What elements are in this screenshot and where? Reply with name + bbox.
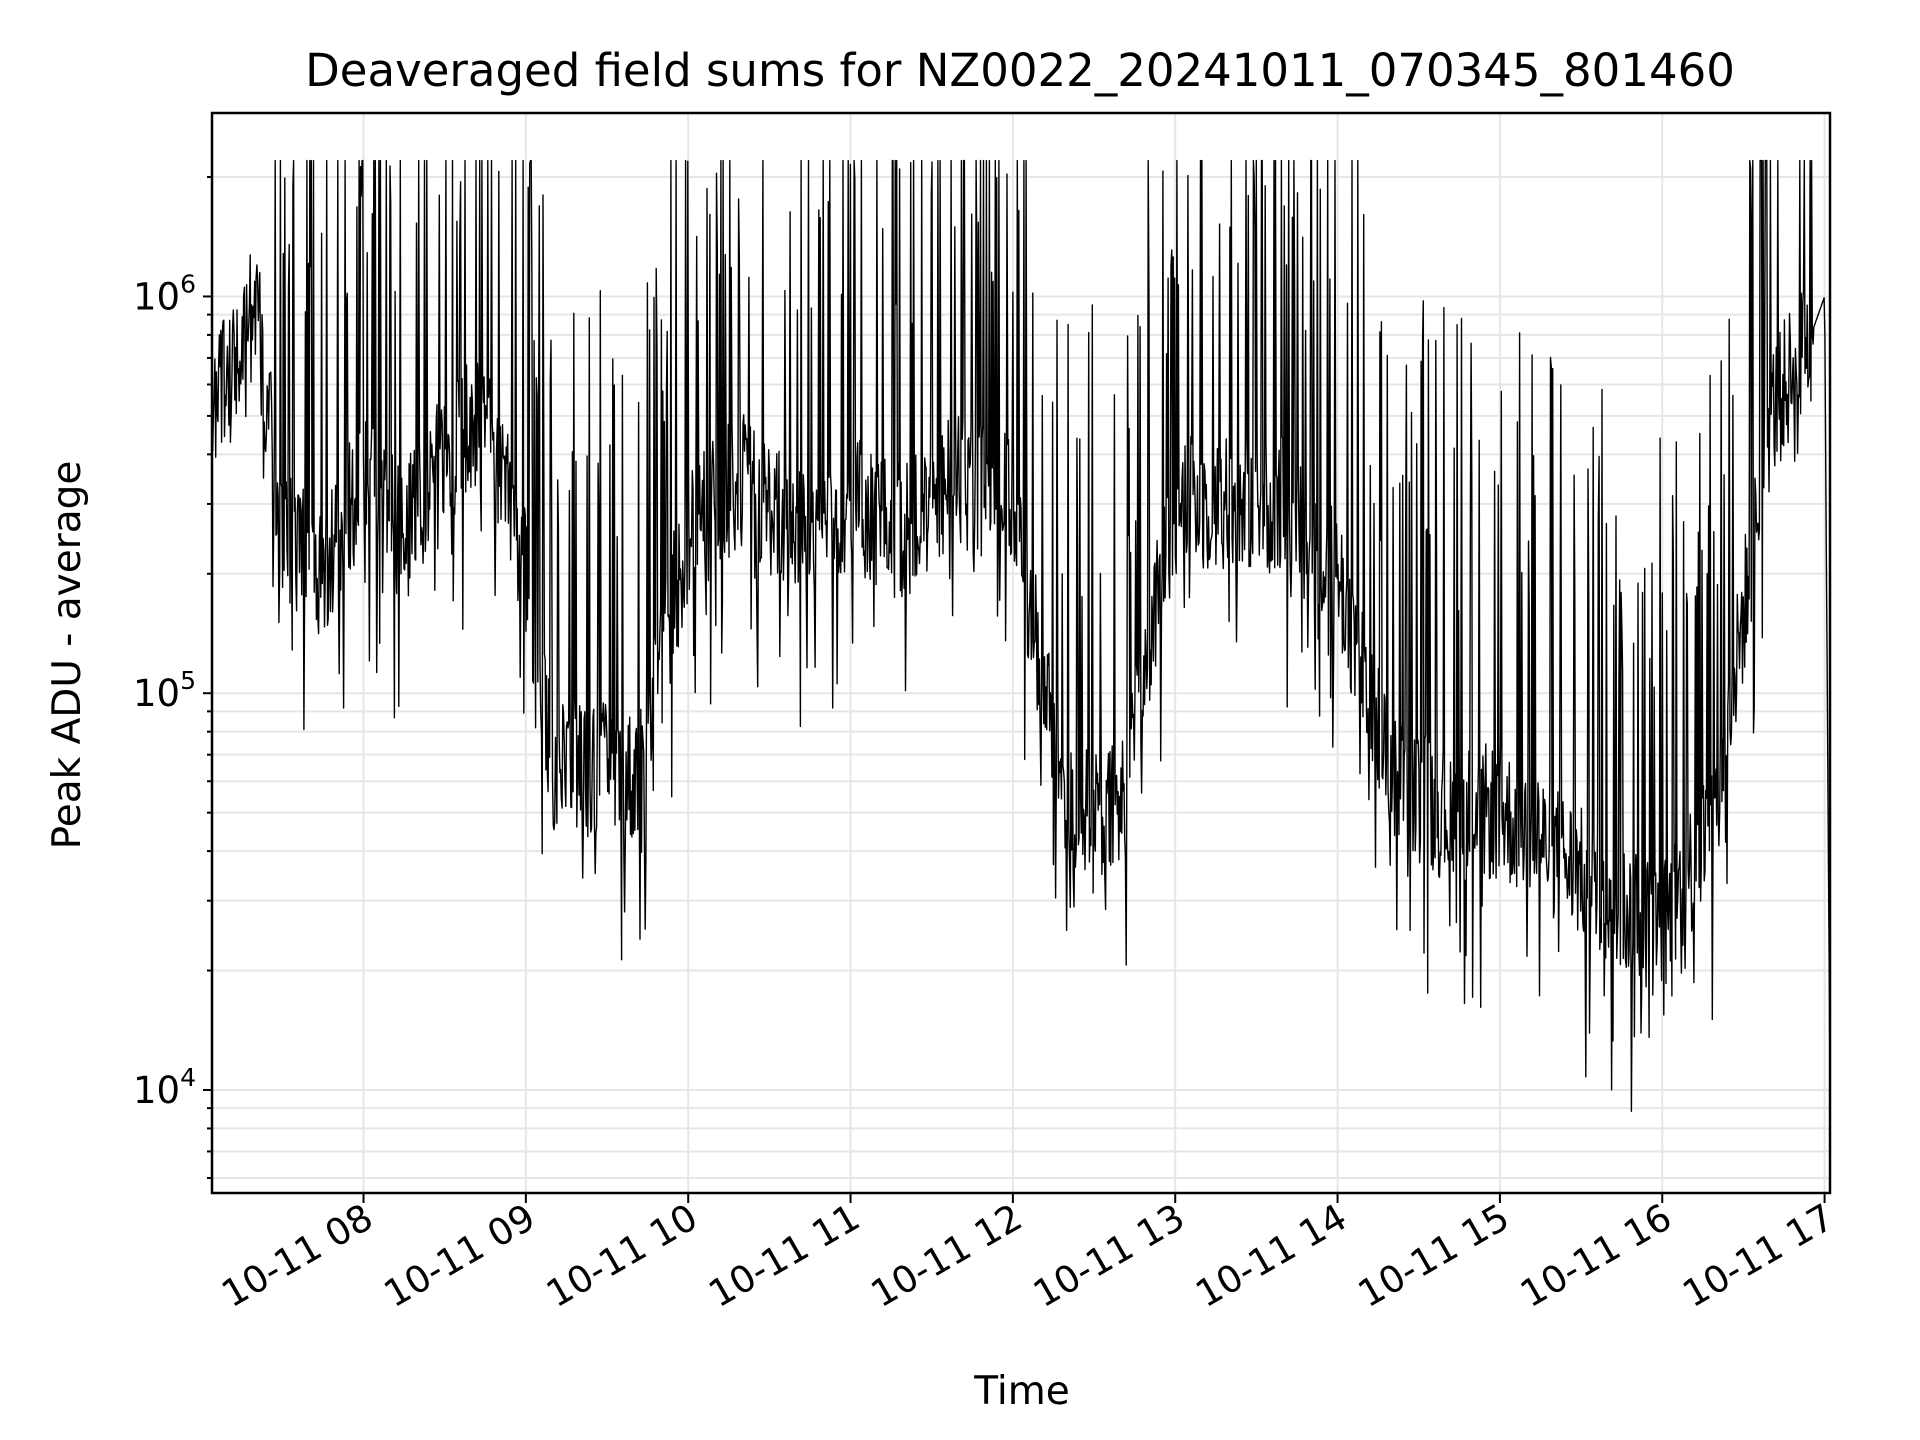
plot-area <box>211 159 1831 1112</box>
plot-frame <box>210 111 1832 1195</box>
y-tick-label: 105 <box>133 666 196 715</box>
y-axis-label: Peak ADU - average <box>45 461 90 850</box>
y-tick-label: 104 <box>133 1063 196 1112</box>
series-line <box>211 159 1831 1112</box>
y-tick-label: 106 <box>133 269 196 318</box>
chart-title: Deaveraged field sums for NZ0022_2024101… <box>305 44 1735 97</box>
y-axis: 104 105 106 <box>133 176 212 1180</box>
x-axis-label: Time <box>973 1369 1069 1414</box>
